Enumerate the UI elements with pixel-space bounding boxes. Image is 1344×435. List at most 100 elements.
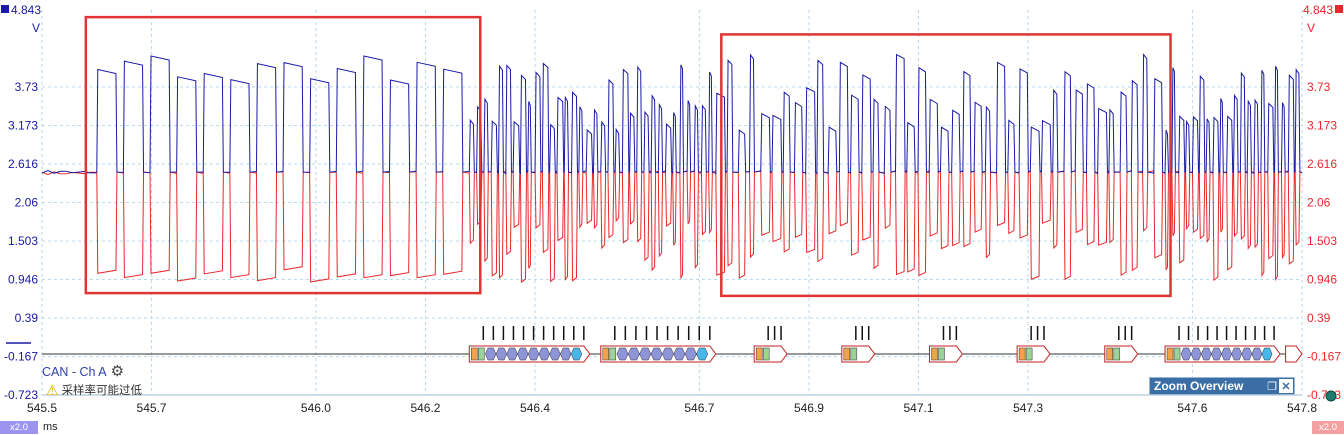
right-tick-label: 1.503	[1307, 234, 1337, 248]
packet-byte	[1231, 347, 1243, 361]
left-tick-label: -0.723	[4, 388, 38, 402]
packet-byte	[1241, 347, 1253, 361]
can-packet[interactable]	[928, 326, 963, 363]
packet-byte	[1190, 347, 1202, 361]
x-tick-label: 546.2	[410, 401, 440, 415]
packet-byte	[696, 347, 709, 361]
left-tick-label: 1.503	[8, 234, 38, 248]
left-tick-label: 2.06	[15, 196, 39, 210]
can-packet[interactable]	[600, 326, 717, 363]
right-tick-label: 2.616	[1307, 157, 1337, 171]
close-icon[interactable]: ✕	[1279, 379, 1293, 393]
x-tick-label: 547.3	[1013, 401, 1043, 415]
x-axis-unit: ms	[43, 421, 58, 433]
packet-start	[843, 347, 851, 361]
x-tick-label: 547.8	[1287, 401, 1317, 415]
channel-a-marker[interactable]	[1, 5, 9, 13]
scroll-marker[interactable]	[1325, 390, 1337, 402]
packet-start	[602, 347, 610, 361]
can-packet[interactable]	[1285, 345, 1303, 363]
packet-id	[762, 347, 770, 361]
packet-byte	[538, 347, 550, 361]
packet-byte	[1251, 347, 1263, 361]
packet-byte	[1261, 347, 1273, 361]
packet-byte	[506, 347, 518, 361]
packet-id	[1173, 347, 1181, 361]
packet-byte	[560, 347, 572, 361]
right-tick-label: 3.173	[1307, 119, 1337, 133]
packet-start	[1166, 347, 1174, 361]
packet-start	[1018, 347, 1026, 361]
warning-text: 采样率可能过低	[61, 385, 143, 397]
packet-byte	[495, 347, 508, 361]
highlight-boxes	[84, 15, 1172, 298]
decoder-label[interactable]: CAN - Ch A ⚙	[42, 363, 125, 380]
decoder-name: CAN - Ch A	[42, 365, 107, 379]
x-tick-label: 545.5	[27, 401, 57, 415]
left-tick-label: 0.39	[15, 311, 39, 325]
packet-id	[938, 347, 945, 361]
x-tick-label: 546.7	[684, 401, 714, 415]
packet-byte	[549, 347, 561, 361]
channel-b-trace	[41, 169, 1303, 284]
waveform-traces	[41, 53, 1303, 284]
left-axis-unit: V	[32, 21, 40, 35]
gear-icon[interactable]: ⚙	[110, 363, 125, 380]
can-packet[interactable]	[1016, 326, 1051, 363]
highlight-box	[720, 33, 1172, 298]
can-packet[interactable]	[841, 326, 876, 363]
left-tick-label: 3.173	[8, 119, 38, 133]
right-tick-label: 2.06	[1307, 196, 1331, 210]
can-decode-row[interactable]	[42, 326, 1303, 363]
x-tick-label: 545.7	[137, 401, 167, 415]
packet-id	[1113, 347, 1121, 361]
can-packet[interactable]	[468, 326, 591, 363]
restore-icon[interactable]: ❐	[1267, 380, 1277, 393]
x-tick-label: 546.9	[794, 401, 824, 415]
channel-a-trace	[41, 53, 1303, 175]
axis-ticks: 3.73 3.73 3.173 3.173 2.616 2.616 2.06 2.06 1.50…	[4, 80, 1341, 415]
right-tick-label: 0.946	[1307, 273, 1337, 287]
channel-b-marker[interactable]	[1335, 5, 1343, 13]
packet-byte	[1221, 347, 1232, 361]
right-zoom-badge[interactable]: x2.0	[1312, 421, 1344, 434]
can-packet[interactable]	[753, 326, 788, 363]
left-tick-label: -0.167	[4, 350, 38, 364]
packet-byte	[485, 347, 497, 361]
can-packet[interactable]	[1164, 326, 1281, 363]
sample-rate-warning: ⚠ 采样率可能过低	[46, 382, 142, 398]
packet-id	[609, 347, 617, 361]
can-packet[interactable]	[1104, 326, 1139, 363]
packet-byte	[1180, 347, 1192, 361]
packet-start	[755, 347, 763, 361]
x-tick-label: 547.6	[1177, 401, 1207, 415]
right-axis-max: 4.843	[1303, 3, 1333, 17]
left-axis-max: 4.843	[11, 3, 41, 17]
left-zoom-badge[interactable]: x2.0	[0, 421, 38, 434]
packet-byte	[517, 347, 529, 361]
x-tick-label: 546.4	[520, 401, 550, 415]
left-tick-label: 3.73	[15, 80, 39, 94]
plot-grid	[41, 10, 1303, 396]
packet-byte	[1201, 347, 1212, 361]
left-tick-label: 0.946	[8, 273, 38, 287]
packet-id	[850, 347, 858, 361]
warning-icon: ⚠	[46, 382, 59, 398]
x-tick-label: 546.0	[301, 401, 331, 415]
x-tick-label: 547.1	[904, 401, 934, 415]
right-axis-unit: V	[1307, 21, 1315, 35]
packet-start	[1106, 347, 1114, 361]
right-tick-label: 3.73	[1307, 80, 1331, 94]
zoom-overview-panel[interactable]: Zoom Overview ❐ ✕	[1149, 377, 1295, 395]
packet-start	[471, 347, 478, 361]
packet-start	[931, 347, 938, 361]
packet-id	[1025, 347, 1033, 361]
left-tick-label: 2.616	[8, 157, 38, 171]
zoom-overview-title: Zoom Overview	[1154, 379, 1244, 393]
highlight-box	[84, 15, 482, 295]
right-tick-label: 0.39	[1307, 311, 1331, 325]
packet-byte	[1211, 347, 1222, 361]
packet-byte	[527, 347, 540, 361]
packet-byte	[570, 347, 583, 361]
